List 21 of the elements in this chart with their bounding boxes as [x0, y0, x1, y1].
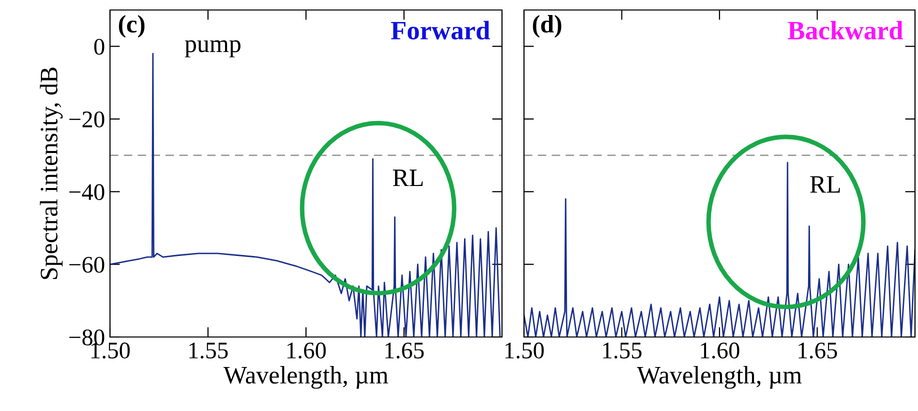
x-tick-label: 1.50 — [505, 342, 544, 359]
x-axis-title: Wavelength, µm — [223, 366, 388, 389]
annotation: (c) — [118, 15, 144, 38]
y-tick-label: 0 — [94, 38, 104, 55]
chart-title: Forward — [391, 20, 490, 40]
x-axis-title: Wavelength, µm — [636, 366, 802, 389]
x-tick-label: 1.55 — [189, 342, 228, 359]
chart-title: Backward — [788, 20, 903, 40]
x-tick-label: 1.65 — [798, 342, 837, 359]
x-tick-label: 1.65 — [385, 342, 424, 359]
annotation: RL — [392, 170, 423, 186]
x-tick-label: 1.60 — [287, 342, 326, 359]
y-tick-label: −40 — [69, 184, 104, 200]
annotation: RL — [810, 176, 840, 193]
y-tick-label: −60 — [69, 256, 104, 273]
x-tick-label: 1.55 — [603, 342, 642, 359]
annotation: pump — [184, 40, 240, 58]
x-tick-label: 1.60 — [700, 342, 740, 359]
y-axis-title: Spectral intensity, dB — [40, 68, 63, 279]
y-tick-label: −20 — [69, 111, 104, 128]
annotation: (d) — [532, 15, 562, 38]
